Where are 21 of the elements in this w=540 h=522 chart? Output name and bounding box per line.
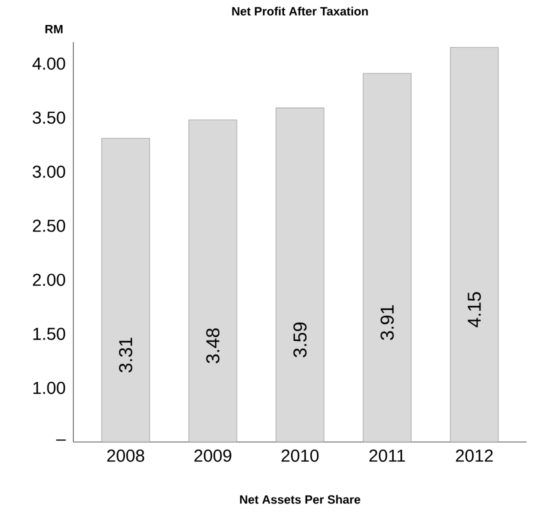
y-tick-label: – [56, 440, 66, 441]
data-label: 3.48 [206, 328, 220, 364]
data-label: 3.91 [380, 305, 394, 340]
y-tick-label: 1.00 [33, 382, 66, 394]
data-label: 4.15 [468, 292, 481, 328]
y-tick-label: 2.50 [32, 220, 66, 232]
data-label: 3.31 [119, 338, 132, 372]
x-tick-label: 2012 [456, 450, 493, 462]
y-tick-label: 4.00 [32, 57, 66, 70]
data-label: 3.59 [293, 322, 307, 358]
y-axis-title: RM [45, 25, 62, 34]
text: Net Profit After Taxation [232, 6, 368, 16]
x-tick-label: 2009 [194, 450, 232, 462]
x-tick-label: 2010 [282, 450, 319, 462]
y-tick-label: 3.00 [32, 166, 66, 178]
x-tick-label: 2011 [369, 450, 405, 462]
y-tick-label: 3.50 [32, 112, 66, 124]
x-axis-title: Net Assets Per Share [240, 494, 360, 504]
y-tick-label: 1.50 [33, 328, 66, 340]
y-tick-label: 2.00 [32, 274, 66, 286]
x-tick-label: 2008 [107, 450, 144, 462]
